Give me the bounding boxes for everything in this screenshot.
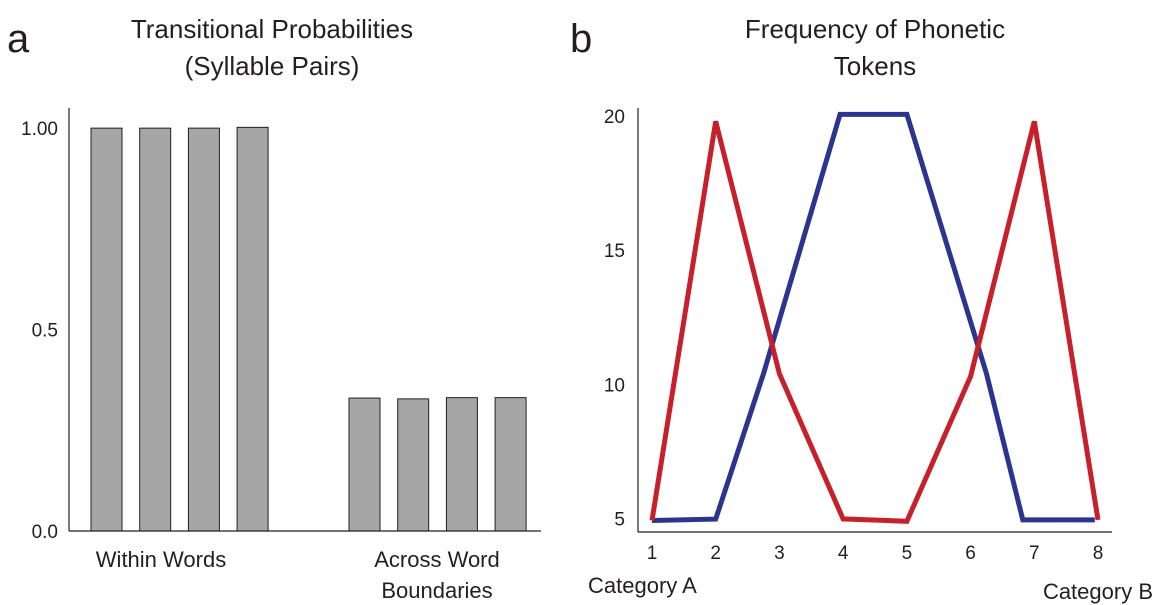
x-tick-label-b: 1 bbox=[647, 543, 658, 564]
group-label-within-words: Within Words bbox=[96, 547, 226, 572]
y-axis-ticks-b: 5 10 15 20 bbox=[604, 107, 625, 531]
chart-a-title-line-1: Transitional Probabilities bbox=[131, 14, 413, 44]
x-axis-ticks-b: 1 2 3 4 5 6 7 8 bbox=[647, 543, 1104, 564]
series-line-red bbox=[649, 120, 1101, 524]
x-tick-label-b: 4 bbox=[838, 543, 849, 564]
y-tick-label-b: 20 bbox=[604, 107, 625, 128]
y-tick-label-a: 0.5 bbox=[32, 321, 58, 342]
end-label-category-b: Category B bbox=[1043, 579, 1153, 604]
group-label-across-word-line-2: Boundaries bbox=[381, 578, 492, 603]
series-line-blue bbox=[651, 111, 1095, 523]
bar bbox=[236, 126, 269, 532]
panel-letter-a: a bbox=[7, 17, 30, 61]
series-lines-b bbox=[649, 111, 1101, 524]
y-tick-label-a: 1.00 bbox=[21, 119, 58, 140]
y-tick-label-b: 5 bbox=[614, 510, 625, 531]
panel-letter-b: b bbox=[570, 17, 592, 61]
bar bbox=[187, 127, 220, 532]
bar bbox=[90, 127, 123, 532]
x-tick-label-b: 6 bbox=[965, 543, 976, 564]
group-label-across-word-line-1: Across Word bbox=[374, 547, 500, 572]
bar bbox=[139, 127, 172, 532]
chart-b-title-line-2: Tokens bbox=[834, 51, 916, 81]
bars-a bbox=[90, 126, 527, 532]
bar bbox=[445, 397, 478, 532]
x-tick-label-b: 3 bbox=[774, 543, 785, 564]
x-tick-label-b: 5 bbox=[902, 543, 913, 564]
panel-a: a Transitional Probabilities (Syllable P… bbox=[7, 14, 541, 603]
x-tick-label-b: 2 bbox=[710, 543, 721, 564]
bar bbox=[397, 398, 430, 532]
chart-a-title-line-2: (Syllable Pairs) bbox=[185, 51, 360, 81]
y-tick-label-b: 15 bbox=[604, 241, 625, 262]
y-tick-label-a: 0.0 bbox=[32, 522, 58, 543]
x-tick-label-b: 7 bbox=[1029, 543, 1040, 564]
y-tick-label-b: 10 bbox=[604, 375, 625, 396]
y-axis-ticks-a: 0.0 0.5 1.00 bbox=[21, 119, 58, 543]
bar bbox=[494, 397, 527, 532]
x-tick-label-b: 8 bbox=[1093, 543, 1104, 564]
end-label-category-a: Category A bbox=[588, 573, 697, 598]
chart-b-title-line-1: Frequency of Phonetic bbox=[745, 14, 1005, 44]
bar bbox=[348, 397, 381, 532]
